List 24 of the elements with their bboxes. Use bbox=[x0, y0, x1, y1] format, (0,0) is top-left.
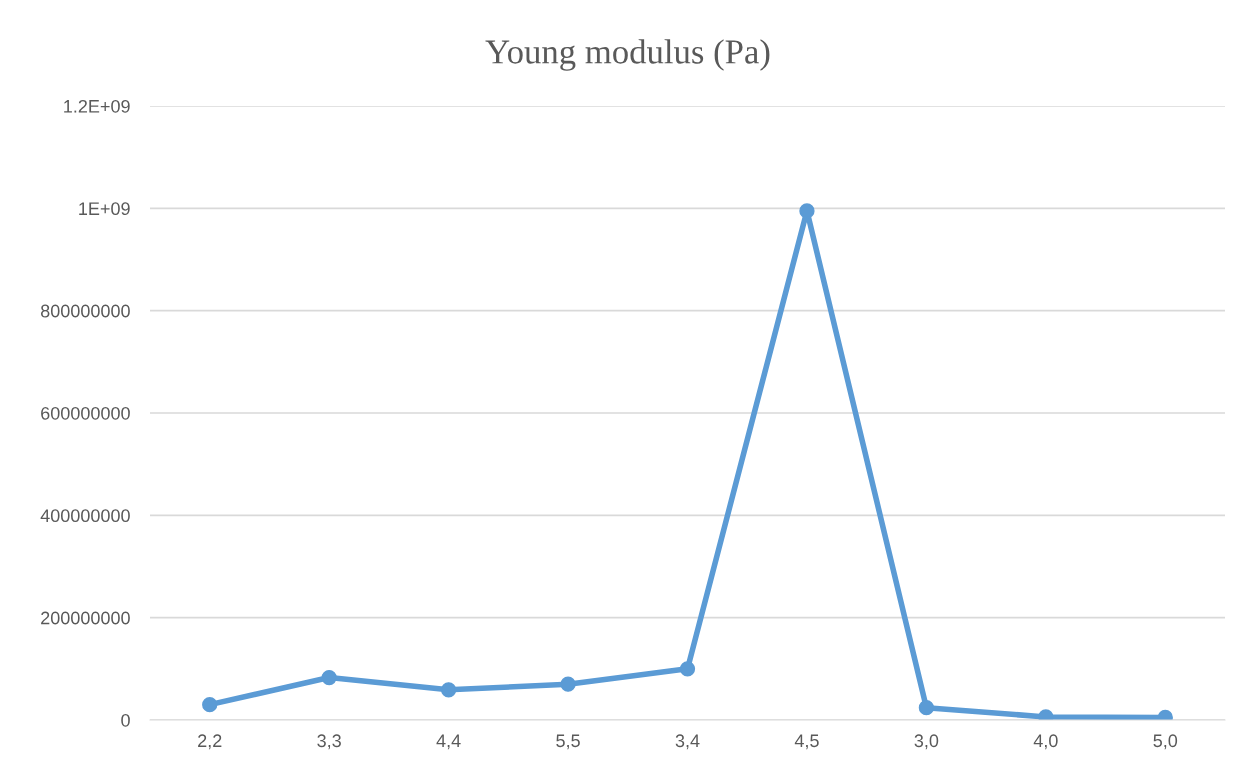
y-tick-label: 800000000 bbox=[40, 304, 130, 318]
x-tick-label: 5,0 bbox=[1153, 734, 1178, 750]
point bbox=[440, 682, 457, 698]
x-tick-label: 3,0 bbox=[914, 734, 939, 750]
point bbox=[321, 669, 337, 686]
point bbox=[918, 700, 935, 716]
point bbox=[202, 697, 218, 713]
x-tick-label: 3,3 bbox=[317, 734, 341, 750]
y-tick-label: 1.2E+09 bbox=[64, 99, 130, 113]
y-tick-label: 0 bbox=[121, 713, 130, 727]
point bbox=[799, 203, 815, 219]
point bbox=[679, 661, 696, 677]
y-tick-label: 400000000 bbox=[40, 509, 130, 523]
y-tick-label: 600000000 bbox=[41, 406, 130, 420]
chart-title: Young modulus (Pa) bbox=[485, 39, 770, 71]
x-tick-label: 4,4 bbox=[436, 734, 461, 750]
x-tick-label: 5,5 bbox=[556, 734, 580, 750]
y-tick-label: 200000000 bbox=[41, 611, 130, 625]
y-tick-label: 1E+09 bbox=[79, 202, 130, 216]
x-tick-label: 4,5 bbox=[794, 734, 819, 750]
x-tick-label: 3,4 bbox=[675, 734, 700, 750]
x-tick-label: 4,0 bbox=[1033, 734, 1058, 750]
point bbox=[560, 676, 576, 692]
x-tick-label: 2,2 bbox=[198, 734, 222, 750]
